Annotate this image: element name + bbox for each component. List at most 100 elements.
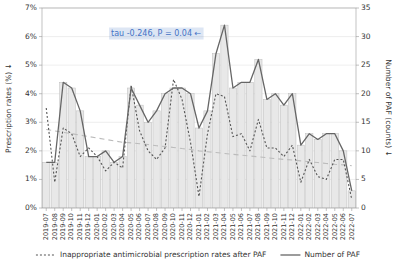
- tick-label: 10: [361, 146, 371, 155]
- tick-label: 2022-02: [305, 213, 313, 240]
- tick-label: 2020-07: [144, 213, 152, 240]
- legend-item: Number of PAF: [280, 250, 360, 259]
- tick: [356, 208, 359, 209]
- tick: [207, 208, 208, 211]
- tick-label: 20: [361, 89, 371, 98]
- tick: [199, 208, 200, 211]
- line: [46, 25, 352, 191]
- tick: [356, 122, 359, 123]
- bar: [195, 128, 202, 208]
- bar: [204, 111, 211, 208]
- tick: [88, 208, 89, 211]
- bar: [119, 157, 126, 208]
- tick-label: 3%: [25, 117, 37, 126]
- bar-series: [43, 25, 356, 208]
- tick: [97, 208, 98, 211]
- tick-label: 2022-01: [297, 213, 305, 240]
- bar: [111, 162, 118, 208]
- bar: [178, 88, 185, 208]
- bar: [297, 145, 304, 208]
- bar: [102, 151, 109, 208]
- tick: [114, 208, 115, 211]
- y2-axis: 05101520253035: [356, 3, 371, 212]
- tick: [80, 208, 81, 211]
- legend-swatch: [280, 254, 300, 255]
- tick-label: 2019-10: [67, 213, 75, 240]
- tick: [224, 208, 225, 211]
- tick-label: 2022-07: [348, 213, 356, 240]
- tick-label: 2021-11: [280, 213, 288, 240]
- tick: [39, 208, 42, 209]
- tick: [266, 208, 267, 211]
- tick: [148, 208, 149, 211]
- tick-label: 1%: [25, 174, 37, 183]
- plot-frame: [42, 8, 356, 208]
- bar: [348, 191, 355, 208]
- tick: [334, 208, 335, 211]
- tick-label: 2020-12: [186, 213, 194, 240]
- tick: [258, 208, 259, 211]
- bar: [212, 54, 219, 208]
- legend-label: Inappropriate antimicrobial prescription…: [60, 250, 267, 259]
- tick: [232, 208, 233, 211]
- bar: [144, 122, 151, 208]
- tick: [283, 208, 284, 211]
- tick-label: 2020-01: [93, 213, 101, 240]
- tick-label: 2021-01: [195, 213, 203, 240]
- tick: [309, 208, 310, 211]
- tick: [356, 65, 359, 66]
- tick: [300, 208, 301, 211]
- annotation: tau -0.246, P = 0.04 ←: [109, 28, 203, 40]
- tick: [326, 208, 327, 211]
- tick-label: 2022-03: [314, 213, 322, 240]
- tick: [39, 93, 42, 94]
- tick: [46, 208, 47, 211]
- tick-label: 2020-10: [169, 213, 177, 240]
- tick-label: 2020-02: [101, 213, 109, 240]
- tick: [39, 179, 42, 180]
- tick-label: 2021-02: [203, 213, 211, 240]
- tick: [122, 208, 123, 211]
- tick-label: 25: [361, 60, 371, 69]
- bar: [280, 105, 287, 208]
- tick-label: 2021-12: [288, 213, 296, 240]
- bar: [272, 94, 279, 208]
- tick-label: 0: [361, 203, 366, 212]
- grid-line: [42, 93, 356, 94]
- tick-label: 2022-05: [331, 213, 339, 240]
- bar: [187, 94, 194, 208]
- tick: [275, 208, 276, 211]
- bar: [94, 157, 101, 208]
- tick-label: 4%: [25, 89, 37, 98]
- legend-item: Inappropriate antimicrobial prescription…: [36, 250, 267, 259]
- line: [46, 129, 352, 165]
- bar: [306, 134, 313, 208]
- tick: [249, 208, 250, 211]
- bar: [43, 162, 50, 208]
- x-axis: 2019-072019-082019-092019-102019-112019-…: [42, 208, 356, 240]
- tick-label: 2021-04: [220, 213, 228, 240]
- tick: [356, 8, 359, 9]
- tick-label: 2019-11: [76, 213, 84, 240]
- bar: [263, 99, 270, 208]
- bar: [221, 25, 228, 208]
- tick-label: 2019-09: [59, 213, 67, 240]
- tick-label: 7%: [25, 3, 37, 12]
- tick-label: 2021-08: [254, 213, 262, 240]
- tick-label: 2020-05: [127, 213, 135, 240]
- bar: [153, 111, 160, 208]
- grid-line: [42, 65, 356, 66]
- annotation-text: tau -0.246, P = 0.04 ←: [111, 29, 201, 38]
- tick: [190, 208, 191, 211]
- tick-label: 2021-03: [212, 213, 220, 240]
- tick: [356, 179, 359, 180]
- chart: 0%1%2%3%4%5%6%7%051015202530352019-07201…: [0, 0, 396, 262]
- tick-label: 5: [361, 174, 366, 183]
- tick: [356, 150, 359, 151]
- marks: [43, 25, 356, 208]
- bar: [246, 82, 253, 208]
- tick-label: 2022-06: [339, 213, 347, 240]
- tick: [215, 208, 216, 211]
- tick: [173, 208, 174, 211]
- tick: [54, 208, 55, 211]
